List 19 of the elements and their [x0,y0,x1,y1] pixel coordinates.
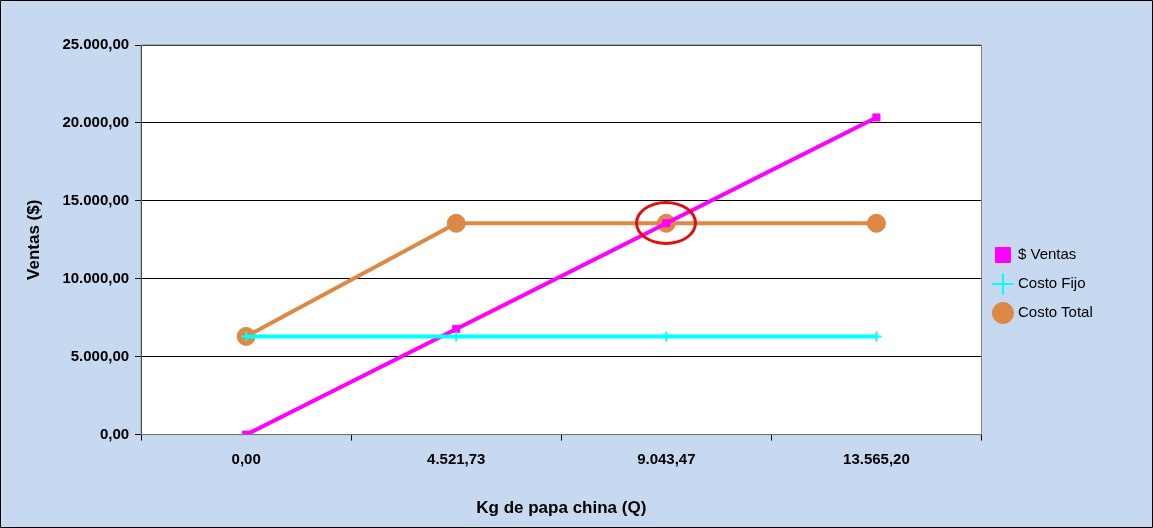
legend-label: Costo Fijo [1017,274,1086,292]
y-axis-title: Ventas ($) [23,199,43,280]
x-tick-label: 4.521,73 [427,449,486,467]
point [866,213,886,233]
y-tick-label: 25.000,00 [62,35,130,53]
x-axis-title: Kg de papa china (Q) [476,498,647,518]
x-tick-label: 0,00 [231,449,261,467]
y-tick-label: 15.000,00 [62,190,130,208]
x-tick-label: 9.043,47 [637,449,696,467]
point [446,213,466,233]
legend-label: Costo Total [1017,303,1093,321]
y-tick-label: 5.000,00 [70,346,130,364]
point [452,324,461,333]
x-tick-label: 13.565,20 [843,449,910,467]
point [872,113,881,122]
y-tick-label: 20.000,00 [62,113,130,131]
y-tick-label: 0,00 [99,424,130,442]
y-tick-label: 10.000,00 [62,268,130,286]
legend-label: $ Ventas [1017,245,1077,263]
